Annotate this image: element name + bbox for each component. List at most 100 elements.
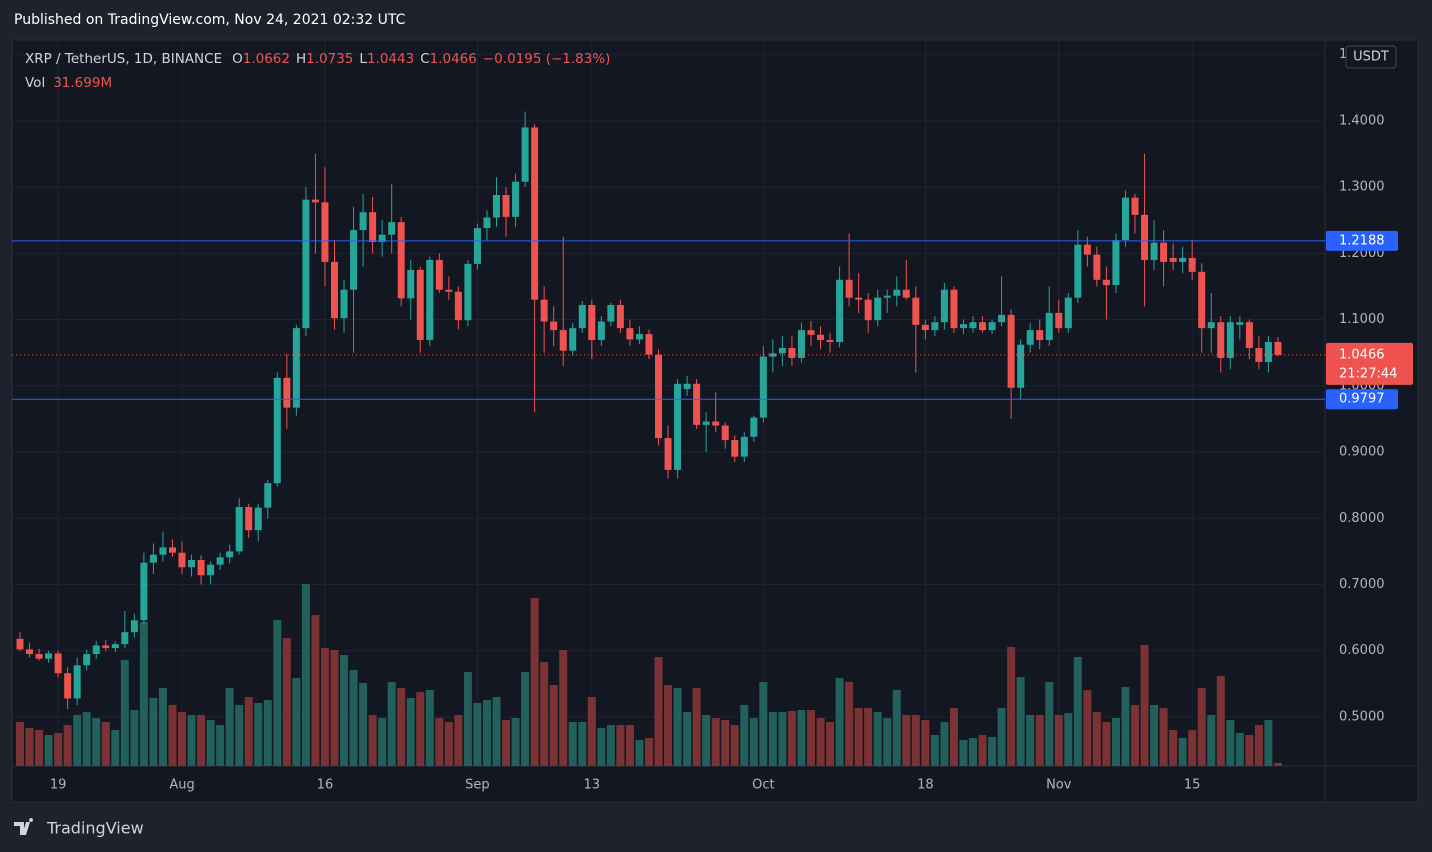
- volume-bar: [521, 672, 530, 766]
- candle-body: [245, 506, 253, 531]
- volume-bar: [1207, 715, 1216, 766]
- candle-body: [512, 181, 520, 217]
- volume-bar: [44, 735, 53, 766]
- x-tick-label: Aug: [169, 778, 194, 793]
- candle-body: [778, 348, 786, 354]
- x-tick-label: 19: [50, 778, 67, 793]
- candle-body: [607, 304, 615, 322]
- volume-bar: [149, 698, 158, 766]
- volume-bar: [559, 650, 568, 766]
- candle-body: [550, 321, 558, 331]
- volume-bar: [454, 715, 463, 766]
- volume-bar: [1235, 733, 1244, 766]
- volume-bar: [330, 650, 339, 766]
- volume-bar: [806, 710, 815, 766]
- high-value: 1.0735: [306, 51, 353, 67]
- candle-body: [931, 322, 939, 331]
- candle-body: [788, 348, 796, 358]
- volume-bar: [587, 697, 596, 766]
- candle-body: [302, 199, 310, 329]
- candle-body: [950, 289, 958, 329]
- volume-bar: [340, 655, 349, 766]
- candle-body: [235, 506, 243, 552]
- volume-bar: [902, 715, 911, 766]
- volume-value: 31.699M: [53, 75, 112, 91]
- candle-body: [178, 552, 186, 568]
- volume-bar: [158, 688, 167, 766]
- candles: [16, 111, 1282, 710]
- volume-bar: [82, 712, 91, 766]
- candle-body: [330, 261, 338, 319]
- candle-body: [588, 304, 596, 341]
- candle-body: [111, 644, 119, 649]
- candle-body: [883, 295, 891, 298]
- x-tick-label: 15: [1184, 778, 1201, 793]
- low-value: 1.0443: [367, 51, 414, 67]
- volume-bar: [883, 718, 892, 766]
- candle-body: [979, 322, 987, 331]
- overlay: 1.50001.40001.30001.20001.10001.00000.90…: [12, 45, 1413, 793]
- candle-body: [836, 279, 844, 343]
- candle-body: [635, 334, 643, 340]
- volume-bar: [359, 683, 368, 766]
- candle-body: [493, 195, 500, 218]
- volume-bar: [873, 712, 882, 766]
- volume-bar: [949, 708, 958, 766]
- volume-bar: [578, 722, 587, 766]
- volume-bar: [797, 710, 806, 766]
- volume-bar: [711, 718, 720, 766]
- y-tick-label: 0.6000: [1339, 643, 1385, 658]
- candle-body: [159, 547, 167, 555]
- candle-body: [197, 559, 205, 576]
- volume-bar: [654, 657, 663, 766]
- candle-body: [426, 259, 434, 341]
- volume-bar: [349, 670, 358, 766]
- open-label: O: [232, 51, 243, 67]
- candle-body: [1169, 257, 1177, 262]
- candle-body: [73, 665, 81, 699]
- candle-body: [369, 212, 377, 243]
- level-label: 1.2188: [1339, 233, 1385, 248]
- volume-bar: [1273, 762, 1282, 766]
- currency: USDT: [1353, 50, 1389, 65]
- volume-bar: [482, 700, 491, 766]
- candle-body: [216, 557, 224, 565]
- volume-bar: [1045, 682, 1054, 766]
- volume-bar: [1216, 676, 1225, 766]
- candle-body: [1160, 242, 1168, 262]
- candle-body: [1255, 348, 1263, 362]
- candle-body: [92, 645, 100, 655]
- volume-bar: [635, 740, 644, 766]
- candle-body: [54, 653, 62, 674]
- candle-body: [683, 383, 691, 390]
- candle-body: [940, 289, 948, 323]
- candle-body: [969, 322, 977, 329]
- volume-bar: [244, 697, 253, 766]
- volume-bar: [1197, 688, 1206, 766]
- candle-body: [740, 436, 748, 457]
- volume-label: Vol: [25, 75, 45, 91]
- volume-bar: [35, 730, 44, 766]
- volume-bar: [25, 728, 34, 766]
- volume-bar: [1026, 715, 1035, 766]
- candle-body: [1141, 214, 1149, 260]
- candle-body: [321, 202, 329, 262]
- volume-bar: [845, 682, 854, 766]
- candle-body: [1131, 197, 1139, 215]
- candle-body: [388, 222, 396, 235]
- candle-body: [273, 377, 281, 484]
- candle-body: [1198, 271, 1206, 329]
- last-price-box: [1326, 342, 1413, 385]
- volume-bar: [549, 685, 558, 766]
- candle-body: [45, 653, 53, 659]
- candle-body: [797, 330, 805, 358]
- candle-body: [1217, 322, 1225, 358]
- volume-bar: [378, 718, 387, 766]
- volume-bar: [1178, 738, 1187, 766]
- candle-body: [483, 217, 491, 229]
- candle-body: [473, 228, 481, 264]
- candle-body: [664, 438, 672, 470]
- candle-body: [817, 334, 825, 341]
- volume-bar: [702, 715, 711, 766]
